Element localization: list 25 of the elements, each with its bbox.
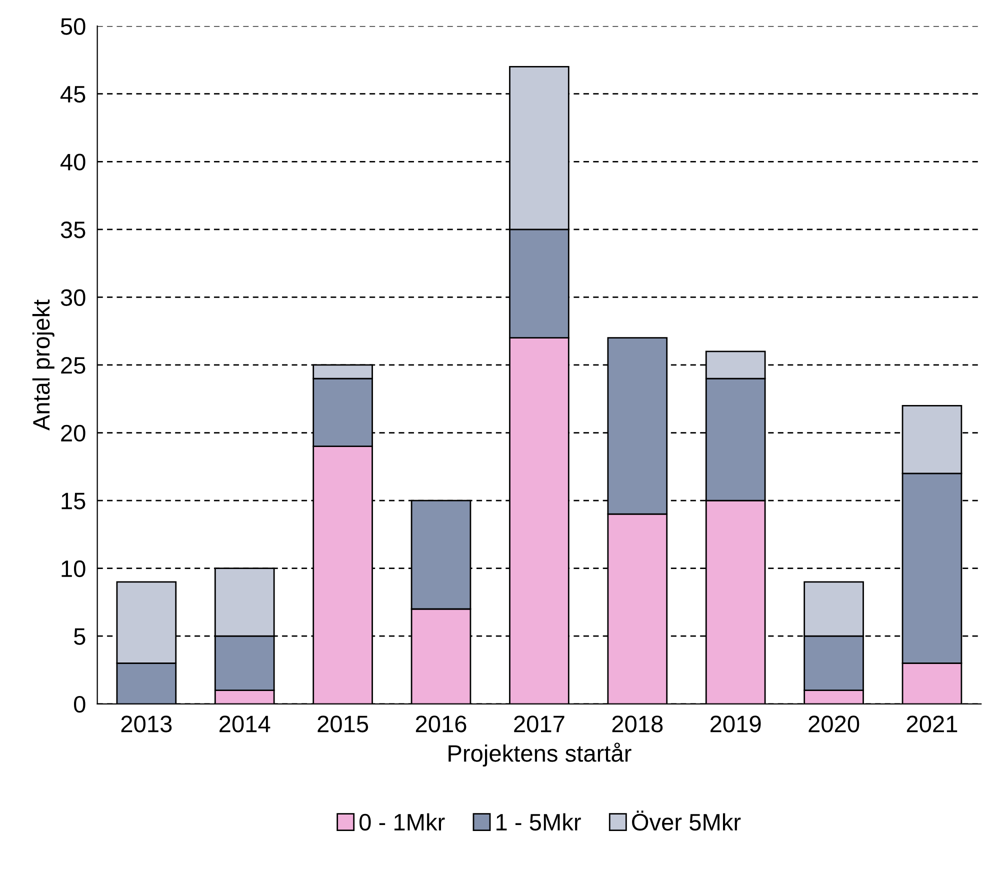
legend-label: Över 5Mkr <box>632 810 741 831</box>
y-tick-label: 20 <box>61 424 86 442</box>
y-tick-label: 5 <box>74 628 86 645</box>
x-tick-label: 2018 <box>612 716 663 732</box>
legend-label: 0 - 1Mkr <box>359 813 445 831</box>
y-tick-label: 0 <box>74 696 86 713</box>
legend-label: 1 - 5Mkr <box>496 813 581 831</box>
y-tick-label: 10 <box>62 560 86 578</box>
x-tick-label: 2017 <box>514 716 564 732</box>
y-axis-title: Antal projekt <box>32 300 54 431</box>
y-tick-label: 50 <box>60 18 86 35</box>
x-tick-label: 2014 <box>220 716 270 732</box>
y-tick-label: 45 <box>60 86 86 103</box>
x-tick-label: 2021 <box>906 716 958 732</box>
y-tick-label: 25 <box>61 357 86 374</box>
x-tick-label: 2020 <box>808 716 860 732</box>
x-tick-label: 2015 <box>318 716 368 732</box>
y-tick-label: 15 <box>62 492 86 510</box>
x-axis-title: Projektens startår <box>448 742 632 766</box>
x-tick-label: 2013 <box>121 716 172 732</box>
y-tick-label: 30 <box>60 289 86 306</box>
x-tick-label: 2016 <box>416 716 466 732</box>
x-tick-label: 2019 <box>710 716 761 732</box>
y-tick-label: 40 <box>60 154 86 170</box>
y-tick-label: 35 <box>60 221 86 238</box>
